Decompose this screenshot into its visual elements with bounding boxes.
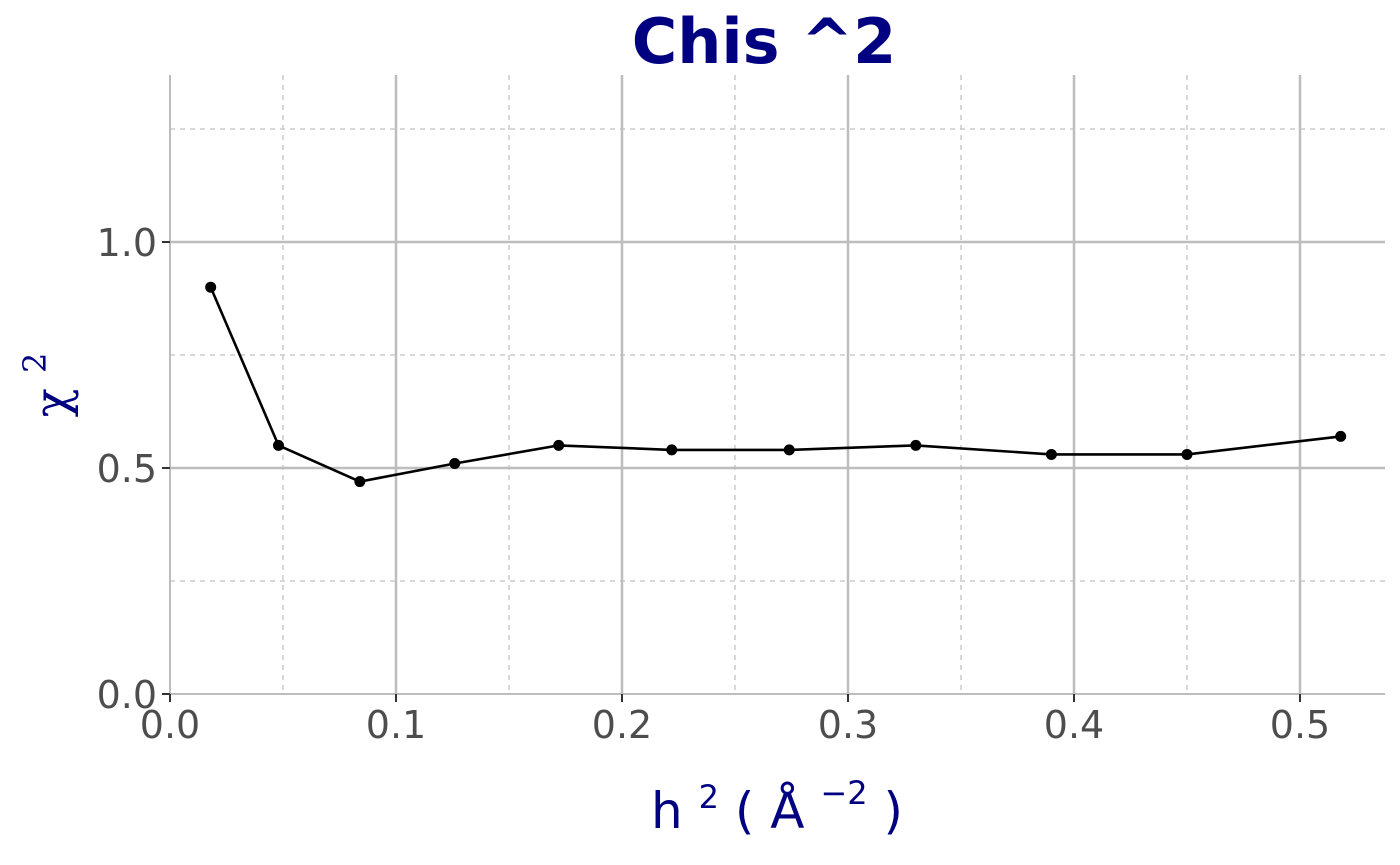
y-tick-label-2: 1.0 — [97, 221, 157, 265]
y-axis-title: χ 2 — [16, 353, 80, 418]
series-layer — [205, 281, 1347, 488]
x-tick-label-4: 0.4 — [1044, 703, 1104, 747]
major-grid — [170, 75, 1385, 694]
x-axis-title-close: ) — [883, 782, 903, 840]
x-tick-label-3: 0.3 — [818, 703, 878, 747]
x-axis-title-open: ( — [735, 782, 755, 840]
minor-grid — [170, 75, 1385, 694]
x-axis-title: h 2 ( Å −2 ) — [651, 758, 903, 840]
x-tick-label-0: 0.0 — [140, 703, 200, 747]
x-tick-label-2: 0.2 — [592, 703, 652, 747]
tick-marks — [162, 241, 1301, 702]
y-axis-title-base: χ — [24, 388, 80, 417]
data-point-2 — [354, 476, 366, 488]
x-tick-label-1: 0.1 — [366, 703, 426, 747]
x-axis-title-base-sup: 2 — [699, 778, 719, 816]
data-point-6 — [783, 444, 795, 456]
y-tick-label-0: 0.0 — [97, 673, 157, 717]
tick-labels: 0.0 0.1 0.2 0.3 0.4 0.5 0.0 0.5 1.0 — [97, 221, 1331, 747]
data-point-10 — [1335, 430, 1347, 442]
x-axis-title-unit-sup: −2 — [820, 774, 867, 812]
data-point-9 — [1181, 448, 1193, 460]
data-point-8 — [1045, 448, 1057, 460]
axes — [169, 75, 1385, 695]
chart-title: Chis ^2 — [632, 5, 896, 78]
data-point-4 — [553, 439, 565, 451]
x-tick-label-5: 0.5 — [1270, 703, 1330, 747]
data-point-1 — [272, 439, 284, 451]
y-tick-label-1: 0.5 — [97, 447, 157, 491]
data-point-7 — [910, 439, 922, 451]
x-axis-title-unit: Å — [770, 782, 804, 840]
x-axis-title-base: h — [651, 782, 683, 840]
data-point-0 — [205, 281, 217, 293]
y-axis-title-sup: 2 — [16, 353, 54, 373]
data-point-5 — [666, 444, 678, 456]
data-point-3 — [449, 457, 461, 469]
